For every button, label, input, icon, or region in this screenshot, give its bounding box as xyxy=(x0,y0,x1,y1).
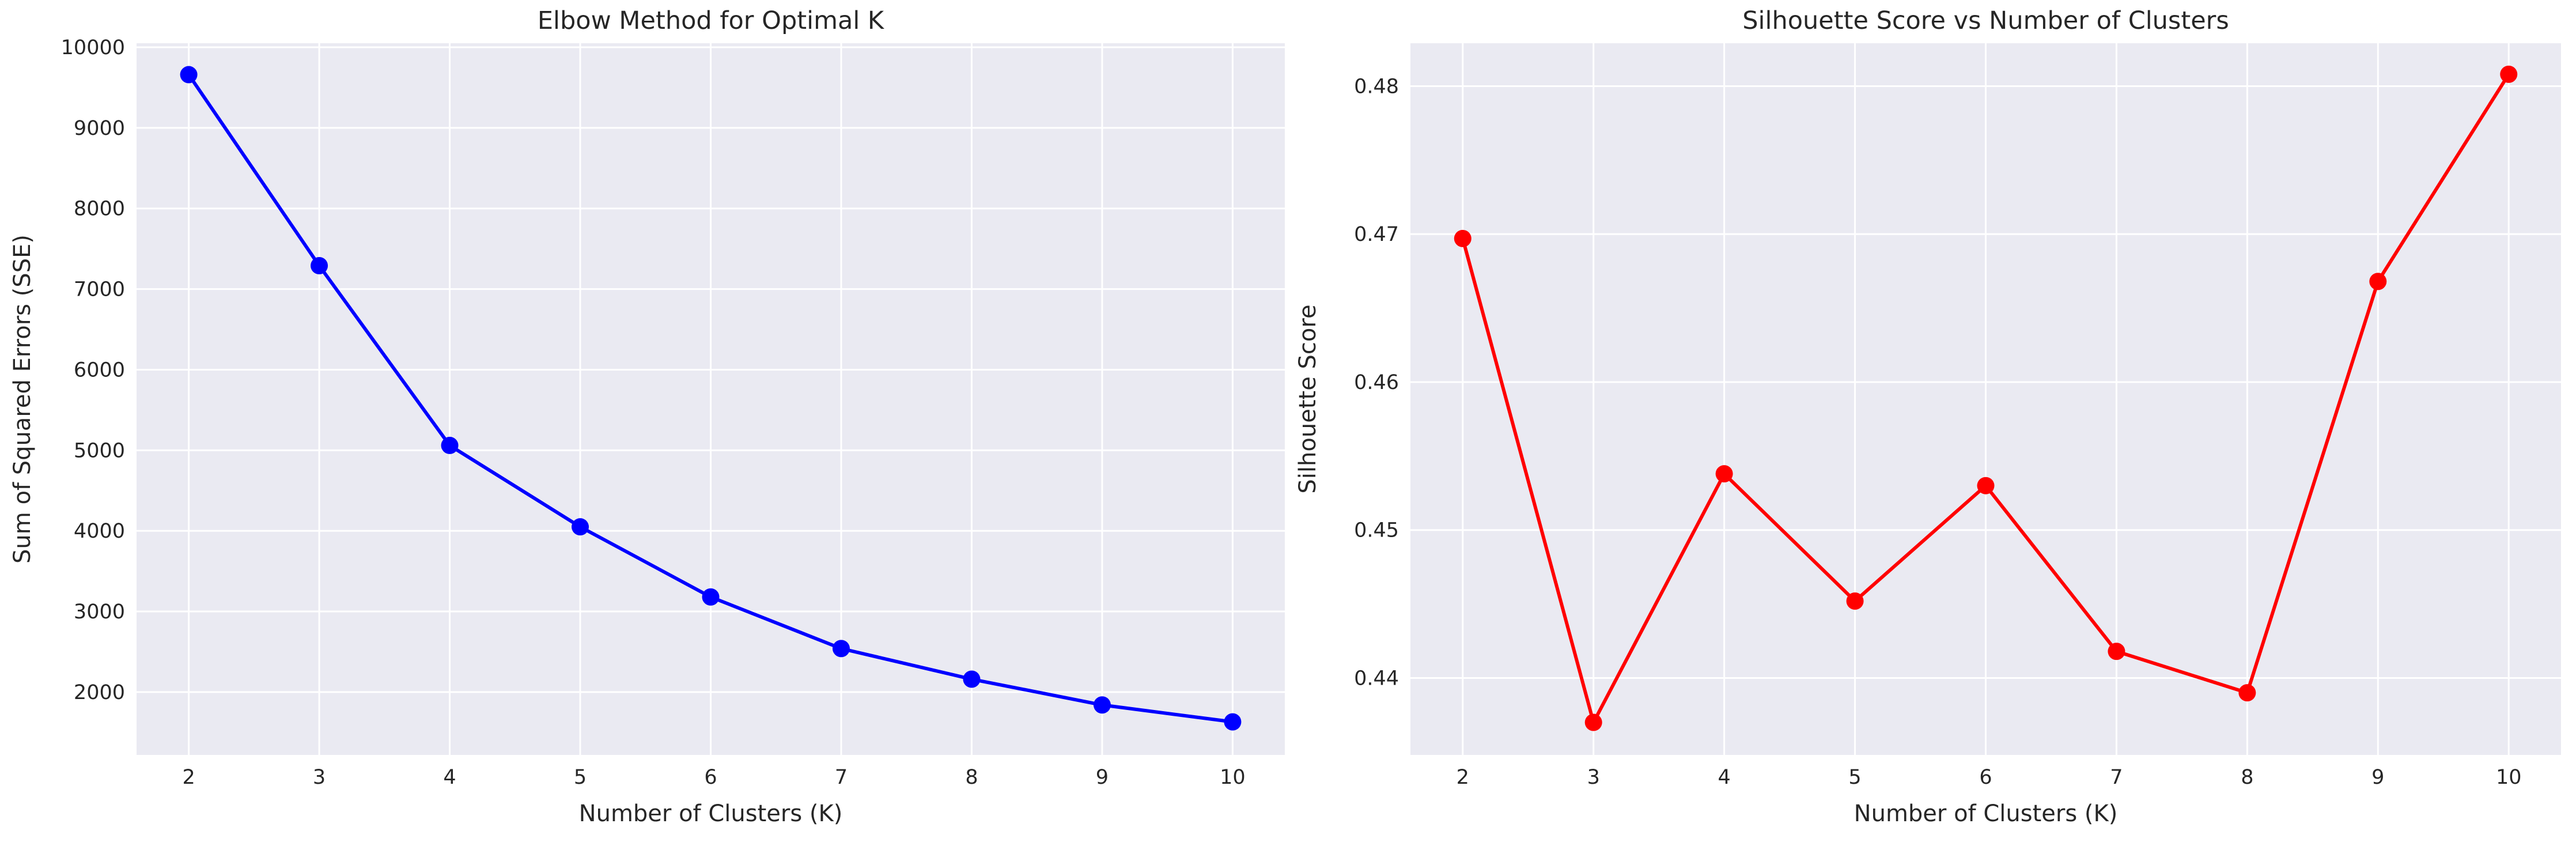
silhouette-y-axis-label: Silhouette Score xyxy=(1295,304,1321,493)
elbow-y-tick-label: 7000 xyxy=(74,278,125,301)
silhouette-data-point xyxy=(1846,592,1864,610)
silhouette-y-tick-label: 0.48 xyxy=(1354,75,1399,98)
silhouette-data-point xyxy=(2369,273,2387,290)
silhouette-x-tick-label: 8 xyxy=(2241,766,2253,789)
silhouette-x-tick-label: 10 xyxy=(2496,766,2522,789)
silhouette-x-ticks: 2 3 4 5 6 7 8 9 10 xyxy=(1457,766,2522,789)
elbow-data-point xyxy=(832,640,850,658)
elbow-x-tick-label: 6 xyxy=(704,766,717,789)
silhouette-data-point xyxy=(1715,465,1733,483)
silhouette-data-point xyxy=(1977,477,1995,494)
silhouette-y-tick-label: 0.46 xyxy=(1354,371,1399,394)
elbow-data-point xyxy=(311,257,328,275)
elbow-x-tick-label: 7 xyxy=(835,766,848,789)
silhouette-x-tick-label: 6 xyxy=(1979,766,1992,789)
silhouette-x-tick-label: 7 xyxy=(2110,766,2123,789)
silhouette-series xyxy=(1454,65,2518,731)
elbow-data-point xyxy=(963,670,981,688)
silhouette-x-tick-label: 5 xyxy=(1848,766,1861,789)
elbow-data-point xyxy=(180,66,198,84)
silhouette-y-tick-label: 0.45 xyxy=(1354,519,1399,542)
silhouette-y-tick-label: 0.44 xyxy=(1354,667,1399,690)
elbow-x-ticks: 2 3 4 5 6 7 8 9 10 xyxy=(182,766,1245,789)
silhouette-data-point xyxy=(1584,713,1602,731)
elbow-x-tick-label: 2 xyxy=(182,766,195,789)
silhouette-data-point xyxy=(2238,684,2256,702)
silhouette-data-point xyxy=(2108,643,2125,660)
elbow-y-tick-label: 2000 xyxy=(74,681,125,704)
silhouette-y-ticks: 0.44 0.45 0.46 0.47 0.48 xyxy=(1354,75,1399,690)
elbow-x-tick-label: 5 xyxy=(574,766,587,789)
elbow-x-tick-label: 4 xyxy=(443,766,456,789)
silhouette-x-tick-label: 2 xyxy=(1457,766,1469,789)
elbow-y-tick-label: 10000 xyxy=(61,36,125,59)
elbow-y-tick-label: 8000 xyxy=(74,198,125,221)
elbow-chart: 2 3 4 5 6 7 8 9 10 2000 3000 4000 5000 6000 7000 8000 9… xyxy=(9,6,1285,827)
elbow-x-axis-label: Number of Clusters (K) xyxy=(579,800,843,827)
elbow-y-tick-label: 4000 xyxy=(74,520,125,543)
elbow-chart-title: Elbow Method for Optimal K xyxy=(538,6,885,35)
elbow-grid xyxy=(137,43,1285,755)
elbow-x-tick-label: 3 xyxy=(313,766,326,789)
elbow-y-ticks: 2000 3000 4000 5000 6000 7000 8000 9000 10000 xyxy=(61,36,125,704)
elbow-x-tick-label: 9 xyxy=(1096,766,1109,789)
silhouette-data-point xyxy=(2500,65,2518,83)
silhouette-x-tick-label: 9 xyxy=(2371,766,2384,789)
silhouette-chart: 2 3 4 5 6 7 8 9 10 0.44 0.45 0.46 0.47 0.48 Silhouet… xyxy=(1295,6,2561,827)
silhouette-x-tick-label: 4 xyxy=(1718,766,1730,789)
silhouette-grid xyxy=(1410,43,2561,755)
elbow-x-tick-label: 8 xyxy=(965,766,978,789)
elbow-y-tick-label: 5000 xyxy=(74,439,125,462)
elbow-data-point xyxy=(441,436,459,454)
silhouette-x-tick-label: 3 xyxy=(1587,766,1600,789)
silhouette-x-axis-label: Number of Clusters (K) xyxy=(1854,800,2118,827)
silhouette-y-tick-label: 0.47 xyxy=(1354,223,1399,246)
elbow-data-point xyxy=(702,588,720,606)
elbow-data-point xyxy=(1093,696,1111,714)
silhouette-data-point xyxy=(1454,229,1472,247)
elbow-y-tick-label: 6000 xyxy=(74,358,125,382)
elbow-y-tick-label: 9000 xyxy=(74,117,125,140)
elbow-x-tick-label: 10 xyxy=(1220,766,1246,789)
elbow-y-axis-label: Sum of Squared Errors (SSE) xyxy=(9,235,36,564)
elbow-data-point xyxy=(572,518,589,536)
elbow-data-point xyxy=(1224,713,1242,731)
elbow-series xyxy=(180,66,1242,731)
elbow-y-tick-label: 3000 xyxy=(74,600,125,624)
silhouette-chart-title: Silhouette Score vs Number of Clusters xyxy=(1742,6,2229,35)
